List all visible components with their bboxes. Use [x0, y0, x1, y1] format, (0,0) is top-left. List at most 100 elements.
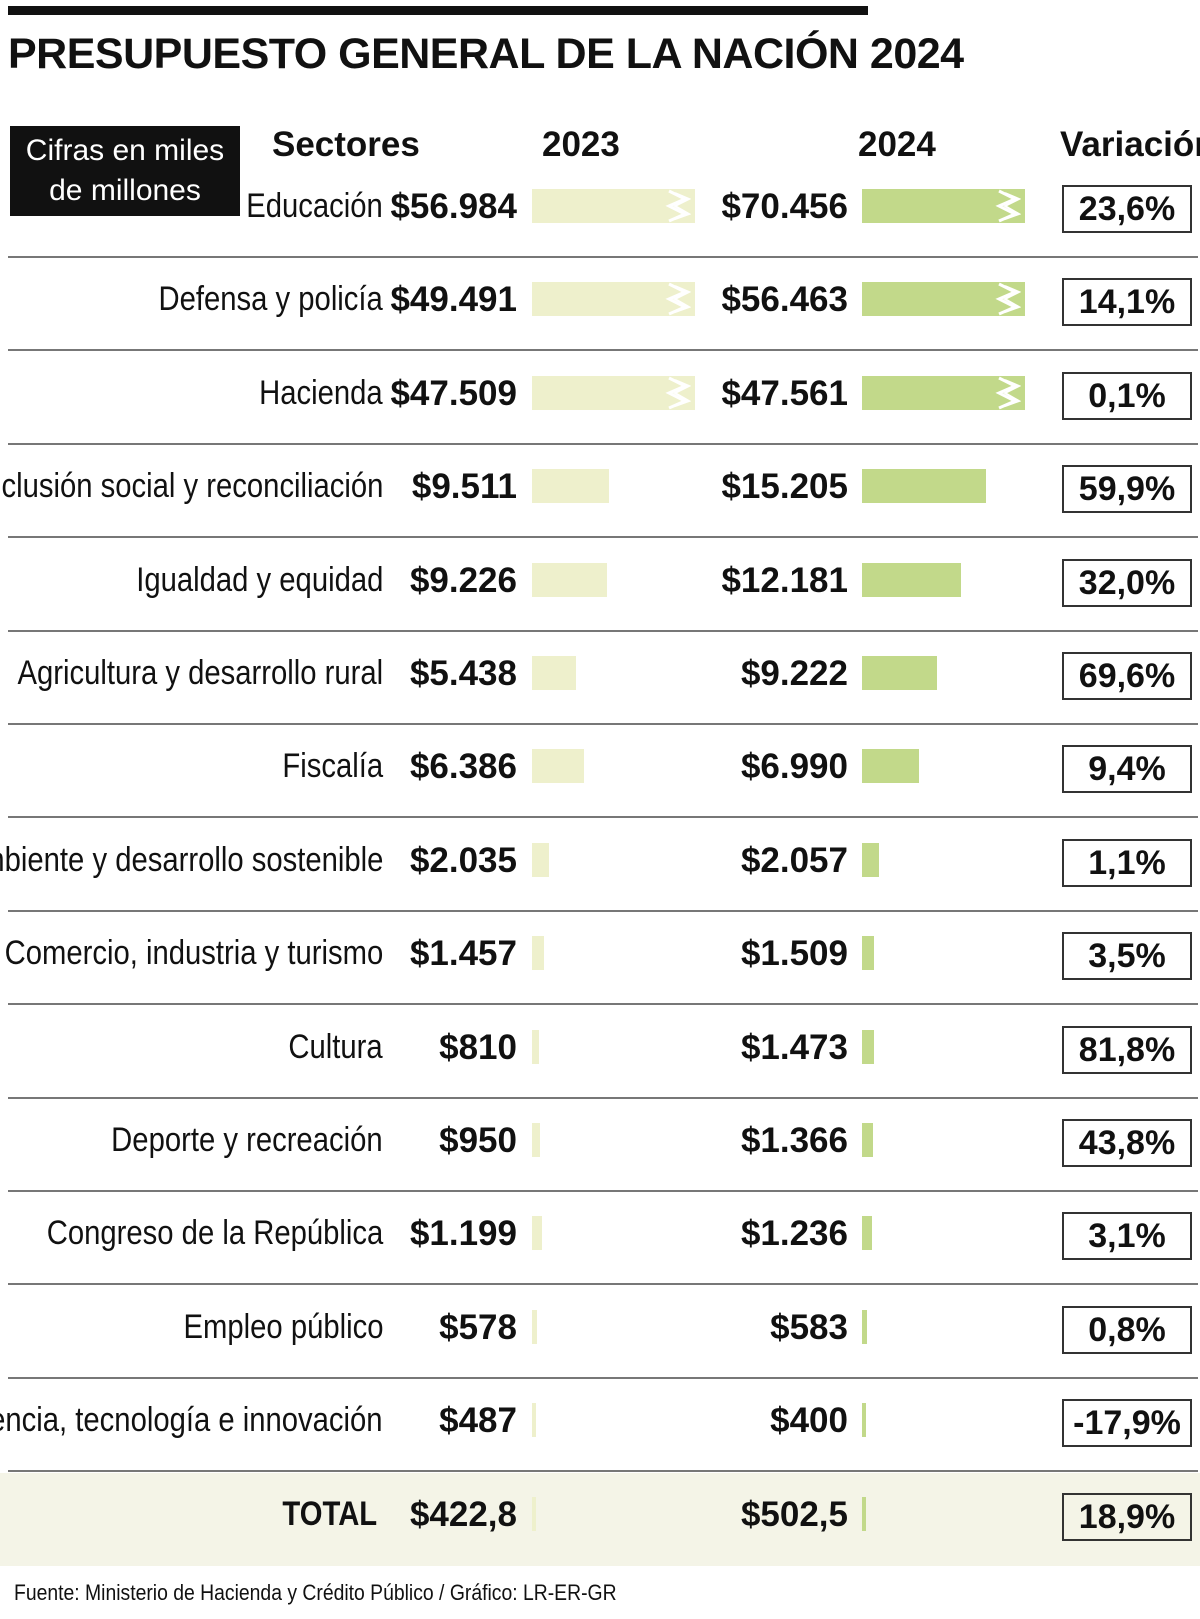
- value-2023: $578: [439, 1307, 517, 1347]
- value-2023: $49.491: [390, 280, 517, 320]
- sector-label: Educación: [246, 187, 383, 225]
- bar-2024: [862, 842, 879, 877]
- bar-2024: [862, 282, 1025, 317]
- row-divider: [8, 536, 1198, 539]
- bar-2024: [862, 936, 874, 971]
- bar-2024: [862, 1496, 866, 1531]
- value-2023: $422,8: [409, 1494, 517, 1534]
- table-row: Empleo público $578 $583 0,8%: [0, 1286, 1200, 1379]
- value-2023: $6.386: [409, 747, 517, 787]
- sector-label: Empleo público: [183, 1307, 383, 1346]
- units-label-box: Cifras en miles de millones: [10, 126, 240, 216]
- row-divider: [8, 256, 1198, 258]
- table-row: Agricultura y desarrollo rural $5.438 $9.2…: [0, 632, 1200, 725]
- top-rule: [8, 6, 868, 15]
- bar-2023: [532, 1029, 539, 1064]
- bar-2024: [862, 1309, 867, 1344]
- value-2024: $12.181: [721, 560, 848, 600]
- value-2024: $56.463: [721, 280, 848, 320]
- total-row: TOTAL $422,8 $502,5 18,9%: [0, 1472, 1200, 1566]
- scale-break-icon: [665, 283, 691, 316]
- value-2023: $5.438: [409, 654, 517, 693]
- bar-2024: [862, 749, 919, 784]
- variation-badge: 32,0%: [1062, 558, 1192, 607]
- value-2023: $2.035: [409, 840, 517, 880]
- scale-break-icon: [665, 189, 691, 223]
- variation-badge: 3,5%: [1062, 932, 1192, 981]
- value-2024: $502,5: [740, 1494, 848, 1534]
- variation-badge: 23,6%: [1062, 185, 1192, 233]
- row-divider: [8, 1003, 1198, 1006]
- value-2023: $810: [439, 1027, 517, 1067]
- sector-label: Ambiente y desarrollo sostenible: [0, 840, 383, 879]
- row-divider: [8, 1470, 1198, 1473]
- scale-break-icon: [995, 189, 1021, 223]
- sector-label: Agricultura y desarrollo rural: [17, 654, 383, 692]
- row-divider: [8, 1376, 1198, 1379]
- value-2024: $1.509: [740, 934, 848, 974]
- bar-2023: [532, 562, 607, 597]
- value-2024: $2.057: [740, 840, 848, 880]
- bar-2023: [532, 749, 584, 784]
- bar-2024: [862, 1403, 866, 1438]
- row-divider: [8, 442, 1198, 445]
- value-2024: $1.366: [740, 1121, 848, 1160]
- value-2023: $487: [439, 1401, 517, 1441]
- bar-2024: [862, 189, 1025, 223]
- row-divider: [8, 909, 1198, 912]
- value-2023: $9.511: [411, 467, 517, 507]
- value-2023: $950: [439, 1121, 517, 1160]
- table-row: Defensa y policía $49.491 $56.463 14,1%: [0, 258, 1200, 352]
- row-divider: [8, 1190, 1198, 1192]
- variation-badge: 0,8%: [1062, 1305, 1192, 1354]
- row-divider: [8, 1283, 1198, 1286]
- value-2024: $70.456: [721, 187, 848, 226]
- table-row: Cultura $810 $1.473 81,8%: [0, 1006, 1200, 1099]
- value-2024: $9.222: [740, 654, 848, 693]
- bar-2024: [862, 1029, 874, 1064]
- table-row: Hacienda $47.509 $47.561 0,1%: [0, 352, 1200, 445]
- sector-label: Igualdad y equidad: [135, 560, 383, 599]
- value-2024: $1.236: [740, 1214, 848, 1254]
- scale-break-icon: [995, 283, 1021, 316]
- variation-badge: 1,1%: [1062, 838, 1192, 887]
- scale-break-icon: [665, 376, 691, 410]
- bar-2024: [862, 1216, 872, 1251]
- bar-2023: [532, 1496, 536, 1531]
- column-header-variacion: Variación: [1060, 125, 1200, 164]
- sector-label: Comercio, industria y turismo: [4, 934, 383, 973]
- row-divider: [8, 629, 1198, 632]
- table-row: Inclusión social y reconciliación $9.511 $…: [0, 445, 1200, 539]
- variation-badge: 59,9%: [1062, 465, 1192, 514]
- bar-2023: [532, 656, 576, 690]
- scale-break-icon: [995, 376, 1021, 410]
- table-row: Ambiente y desarrollo sostenible $2.035 $2…: [0, 819, 1200, 912]
- chart-title: PRESUPUESTO GENERAL DE LA NACIÓN 2024: [8, 30, 964, 78]
- variation-badge: 69,6%: [1062, 652, 1192, 700]
- column-header-2023: 2023: [542, 125, 620, 164]
- sector-label: Congreso de la República: [46, 1214, 383, 1253]
- sector-label: Deporte y recreación: [111, 1121, 383, 1159]
- value-2023: $1.457: [409, 934, 517, 974]
- value-2023: $9.226: [409, 560, 517, 600]
- bar-2023: [532, 1403, 536, 1438]
- variation-badge: 43,8%: [1062, 1119, 1192, 1167]
- bar-2023: [532, 1309, 537, 1344]
- value-2024: $6.990: [740, 747, 848, 787]
- sector-label: Defensa y policía: [158, 280, 383, 319]
- sector-label: Ciencia, tecnología e innovación: [0, 1401, 383, 1440]
- sector-label: TOTAL: [282, 1494, 377, 1533]
- bar-2023: [532, 1216, 542, 1251]
- variation-badge: 18,9%: [1062, 1492, 1192, 1541]
- row-divider: [8, 816, 1198, 819]
- bar-2024: [862, 562, 961, 597]
- table-row: Educación $56.984 $70.456 23,6%: [0, 165, 1200, 258]
- table-row: Ciencia, tecnología e innovación $487 $400…: [0, 1379, 1200, 1473]
- value-2024: $15.205: [721, 467, 848, 507]
- value-2023: $1.199: [409, 1214, 517, 1254]
- variation-badge: 3,1%: [1062, 1212, 1192, 1261]
- variation-badge: 9,4%: [1062, 745, 1192, 794]
- bar-2023: [532, 375, 695, 410]
- row-divider: [8, 1096, 1198, 1099]
- table-row: Comercio, industria y turismo $1.457 $1.50…: [0, 912, 1200, 1006]
